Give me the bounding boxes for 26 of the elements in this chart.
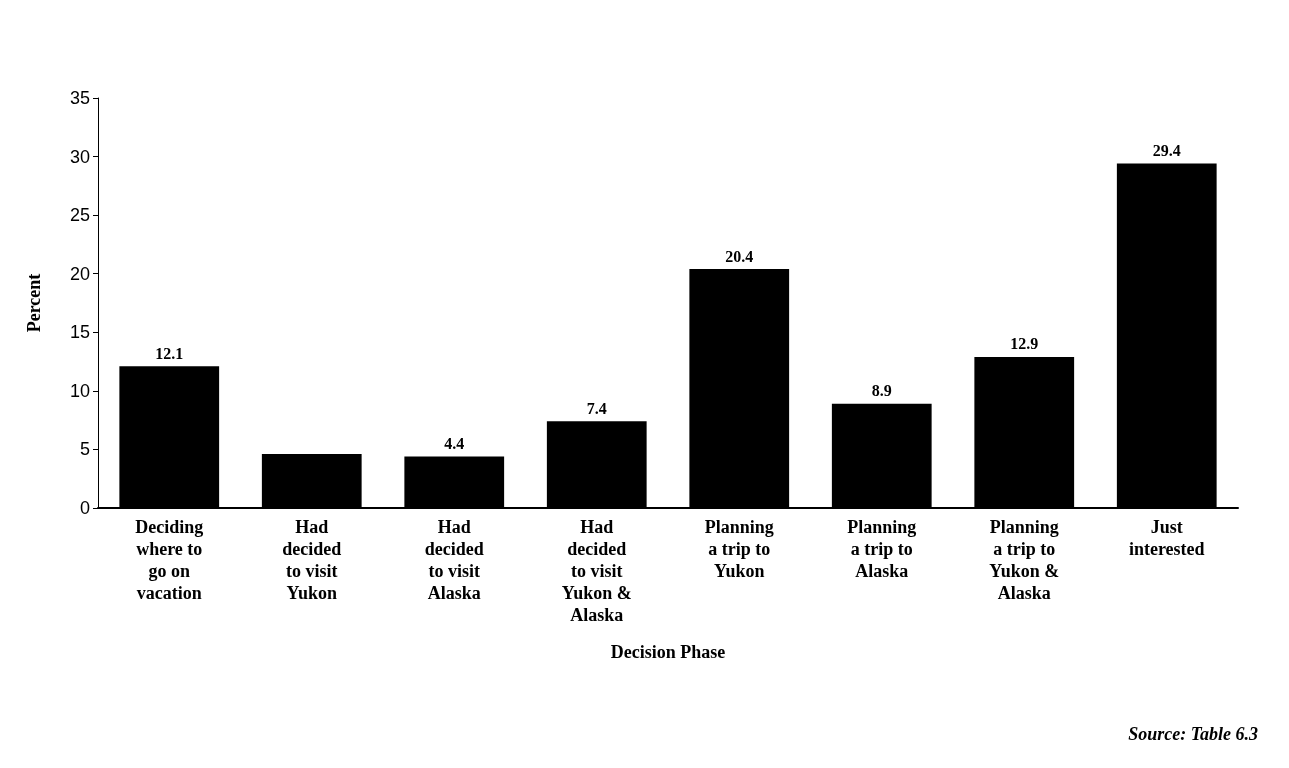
data-label: 7.4 <box>586 399 607 417</box>
data-label: 8.9 <box>871 382 892 400</box>
x-tick-label: Had decided to visit Alaska <box>424 517 484 603</box>
x-tick-label: Planning a trip to Yukon <box>704 517 774 581</box>
y-tick-label: 10 <box>69 380 90 401</box>
data-label: 12.9 <box>1010 335 1039 353</box>
data-label: 4.4 <box>444 434 465 452</box>
y-tick-label: 15 <box>69 322 90 343</box>
x-tick-label: Had decided to visit Yukon & Alaska <box>561 517 632 625</box>
y-tick-label: 0 <box>79 498 90 518</box>
y-tick-label: 20 <box>69 263 90 284</box>
x-tick-label: Had decided to visit Yukon <box>282 517 342 603</box>
y-tick-label: 30 <box>69 146 90 167</box>
x-tick-label: Just interested <box>1128 517 1205 559</box>
y-axis-title: Percent <box>24 273 44 333</box>
data-label: 29.4 <box>1152 142 1181 160</box>
y-tick-label: 5 <box>79 439 90 460</box>
y-tick-label: 35 <box>69 88 90 108</box>
source-note: Source: Table 6.3 <box>1128 724 1259 744</box>
y-tick-label: 25 <box>69 205 90 226</box>
data-label: 20.4 <box>725 247 754 265</box>
x-tick-label: Deciding where to go on vacation <box>135 517 204 603</box>
x-tick-label: Planning a trip to Alaska <box>847 517 917 581</box>
x-tick-label: Planning a trip to Yukon & Alaska <box>989 517 1060 603</box>
data-label: 12.1 <box>155 344 184 362</box>
x-axis-title: Decision Phase <box>610 642 726 662</box>
